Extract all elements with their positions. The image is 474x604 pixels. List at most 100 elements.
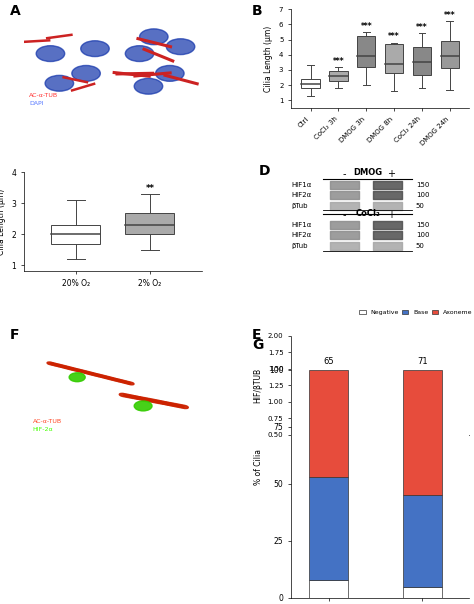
Ellipse shape (84, 371, 91, 374)
Text: **: ** (443, 364, 450, 373)
Text: HIF1α: HIF1α (291, 222, 311, 228)
Ellipse shape (158, 401, 167, 404)
Text: DMOG: DMOG (148, 12, 177, 21)
Bar (338, 335, 354, 435)
Text: DAPI: DAPI (29, 101, 44, 106)
Text: +: + (387, 210, 395, 220)
Bar (301, 368, 318, 435)
Y-axis label: % of Cilia: % of Cilia (255, 449, 264, 485)
Circle shape (134, 79, 163, 94)
Text: -: - (343, 210, 346, 220)
Bar (420, 417, 436, 467)
Text: F: F (9, 328, 19, 342)
Text: A: A (9, 4, 20, 18)
Ellipse shape (54, 364, 61, 367)
Text: DMOG: DMOG (420, 439, 436, 454)
Ellipse shape (50, 363, 57, 365)
Text: ***: *** (388, 33, 400, 41)
Text: HIF2α: HIF2α (291, 192, 311, 198)
Text: AC-α-TUB: AC-α-TUB (29, 93, 58, 98)
Circle shape (139, 29, 168, 45)
Text: ***: *** (360, 22, 372, 31)
FancyBboxPatch shape (440, 41, 459, 68)
Ellipse shape (124, 394, 132, 397)
Ellipse shape (67, 367, 74, 370)
Y-axis label: Cilia Length (μm): Cilia Length (μm) (0, 188, 6, 255)
Text: **: ** (342, 350, 350, 359)
Text: βTub: βTub (291, 203, 308, 209)
Text: 100: 100 (416, 192, 429, 198)
Text: **: ** (146, 184, 155, 193)
Bar (420, 351, 436, 435)
Ellipse shape (150, 399, 158, 403)
Ellipse shape (91, 373, 97, 376)
Bar (309, 477, 348, 580)
Ellipse shape (128, 395, 137, 399)
Bar (438, 347, 455, 435)
Text: 71: 71 (417, 358, 428, 367)
Ellipse shape (47, 362, 54, 365)
Text: B: B (252, 4, 263, 18)
Bar (309, 370, 348, 477)
Text: CoCl₂: CoCl₂ (439, 439, 453, 452)
Y-axis label: Cilia Length (μm): Cilia Length (μm) (264, 25, 273, 92)
Text: CoCl₂: CoCl₂ (356, 210, 380, 219)
Ellipse shape (124, 381, 131, 384)
Bar (402, 495, 442, 586)
Ellipse shape (107, 377, 114, 380)
Text: Ctrl: Ctrl (405, 439, 415, 449)
Text: DMOG: DMOG (319, 439, 336, 454)
Text: 150: 150 (416, 182, 429, 188)
FancyBboxPatch shape (413, 47, 431, 74)
Ellipse shape (81, 370, 87, 373)
Text: -: - (343, 169, 346, 179)
Ellipse shape (71, 368, 77, 371)
Ellipse shape (134, 401, 152, 411)
Ellipse shape (114, 379, 120, 382)
FancyBboxPatch shape (301, 79, 320, 88)
Bar (402, 586, 442, 598)
Ellipse shape (171, 403, 180, 407)
Ellipse shape (87, 372, 94, 375)
Text: βTub: βTub (291, 243, 308, 249)
Text: HIF-2α: HIF-2α (33, 426, 53, 432)
Circle shape (166, 39, 195, 54)
Ellipse shape (104, 376, 110, 379)
Circle shape (125, 46, 154, 62)
Bar (402, 435, 418, 467)
Bar (402, 370, 442, 495)
Text: *: * (426, 368, 430, 378)
Text: CoCl₂: CoCl₂ (339, 439, 353, 452)
Ellipse shape (74, 368, 81, 371)
Y-axis label: HIF/βTUB: HIF/βTUB (253, 368, 262, 403)
Ellipse shape (132, 396, 141, 399)
Ellipse shape (57, 364, 64, 367)
Ellipse shape (175, 404, 184, 408)
Circle shape (72, 65, 100, 82)
Legend: Negative, Base, Axoneme: Negative, Base, Axoneme (357, 307, 474, 318)
Bar (319, 337, 336, 435)
Text: D: D (259, 164, 271, 178)
Text: ***: *** (333, 57, 344, 66)
Text: ***: *** (416, 23, 428, 32)
Ellipse shape (141, 397, 149, 401)
FancyBboxPatch shape (385, 44, 403, 73)
Circle shape (81, 40, 109, 57)
Ellipse shape (163, 402, 171, 405)
Ellipse shape (61, 365, 67, 368)
Bar (438, 414, 455, 467)
Ellipse shape (146, 399, 154, 402)
Circle shape (36, 46, 64, 62)
Ellipse shape (97, 374, 104, 378)
Ellipse shape (69, 373, 85, 382)
Ellipse shape (100, 375, 107, 378)
FancyBboxPatch shape (357, 36, 375, 67)
Text: **: ** (324, 351, 331, 360)
Ellipse shape (119, 393, 128, 397)
FancyBboxPatch shape (329, 71, 347, 80)
Text: +: + (387, 169, 395, 179)
Ellipse shape (94, 374, 100, 376)
Text: 50: 50 (416, 243, 425, 249)
FancyBboxPatch shape (51, 225, 100, 243)
Text: E: E (252, 328, 261, 342)
